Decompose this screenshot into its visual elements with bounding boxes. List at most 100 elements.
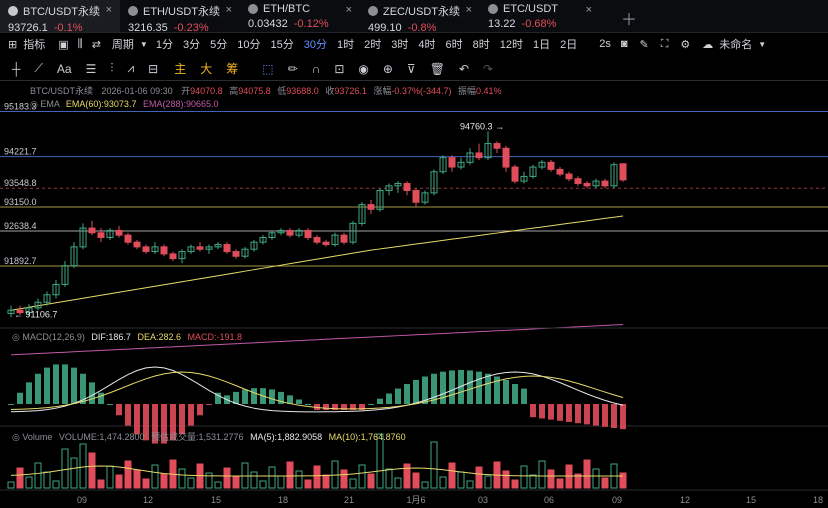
interval-button[interactable]: 1日 [532, 39, 551, 51]
macd-bar [368, 404, 374, 405]
x-tick-label: 09 [612, 495, 622, 505]
select-icon[interactable]: ⬚ [262, 61, 274, 76]
coin-icon [368, 6, 378, 16]
volume-ma-line [10, 465, 623, 477]
interval-button[interactable]: 5分 [210, 39, 228, 51]
layout-caret-icon[interactable]: ▼ [758, 39, 767, 49]
edit-icon[interactable]: ✎ [639, 38, 649, 51]
ema-legend: ◎ EMA EMA(60):93073.7 EMA(288):90665.0 [30, 99, 219, 110]
close-tab-icon[interactable]: × [225, 4, 232, 16]
filter-icon[interactable]: ⊽ [406, 61, 416, 76]
tab-price: 93726.1 [8, 22, 48, 34]
close-tab-icon[interactable]: × [345, 4, 352, 16]
interval-button[interactable]: 12时 [499, 39, 523, 51]
kline-chart[interactable]: 95183.3 94221.7 93548.8 93150.0 92638.4 91892… [0, 82, 828, 508]
volume-bar [457, 471, 465, 489]
interval-button[interactable]: 4时 [418, 39, 436, 51]
zoom-icon[interactable]: ⊕ [382, 61, 393, 76]
trendline-icon[interactable]: ⟋ [34, 61, 43, 75]
macd-bar [71, 367, 77, 404]
macd-bell-icon[interactable]: ◎ [12, 332, 20, 342]
candle-body [583, 182, 591, 187]
volume-bar [277, 475, 285, 489]
channel-icon[interactable]: ⫶ [110, 61, 114, 75]
add-tab-icon[interactable]: ＋ [621, 12, 638, 29]
interval-button[interactable]: 3分 [182, 39, 201, 51]
symbol-tab[interactable]: ETC/USDT 13.22 -0.68% × [480, 0, 600, 32]
interval-button[interactable]: 1分 [155, 39, 173, 51]
ema-eye-icon[interactable]: ◎ [30, 99, 38, 109]
calendar-icon[interactable]: ▣ [58, 38, 69, 51]
high-marker: 94760.3 → [460, 121, 504, 131]
macd-bar [305, 404, 311, 405]
volume-bar [430, 441, 438, 489]
period-button[interactable]: 周期 [111, 39, 134, 51]
ruler-icon[interactable]: ⊟ [148, 61, 159, 76]
macd-bar [503, 379, 509, 404]
candle-body [448, 157, 456, 168]
trash-icon[interactable]: 🗑 [429, 61, 445, 76]
redo-icon[interactable]: ↷ [483, 61, 494, 76]
chart-type-icon[interactable]: ⫼ [77, 37, 83, 50]
refresh-rate[interactable]: 2s [599, 38, 611, 50]
cloud-icon[interactable]: ☁ [702, 38, 714, 51]
x-tick-label: 1月6 [406, 495, 425, 505]
candle-body [502, 147, 510, 168]
pencil-icon[interactable]: ✏ [287, 61, 298, 76]
x-tick-label: 03 [478, 495, 488, 505]
interval-button[interactable]: 3时 [391, 39, 409, 51]
main-indicator-button[interactable]: 主 [174, 62, 187, 76]
macd-bar [44, 367, 50, 404]
layout-icon[interactable]: ⊞ [8, 38, 18, 51]
text-tool-icon[interactable]: Aa [56, 61, 72, 76]
ema60-value: EMA(60):93073.7 [65, 99, 137, 109]
interval-button[interactable]: 15分 [270, 39, 294, 51]
volume-bar [529, 474, 537, 489]
fib-icon[interactable]: ☰ [85, 61, 97, 76]
layout-name[interactable]: 未命名 [719, 39, 753, 51]
low-value: 93688.0 [286, 86, 319, 96]
macd-bar [53, 364, 59, 404]
fullscreen-icon[interactable]: ⛶ [660, 37, 669, 50]
interval-button[interactable]: 1时 [336, 39, 355, 51]
indicators-button[interactable]: 指标 [23, 39, 46, 51]
big-order-button[interactable]: 大 [200, 62, 213, 76]
symbol-tab[interactable]: BTC/USDT永续 93726.1 -0.1% × [0, 0, 120, 34]
pattern-icon[interactable]: ⩘ [127, 61, 135, 75]
symbol-tab[interactable]: ETH/USDT永续 3216.35 -0.23% × [120, 0, 240, 34]
macd-bar [611, 404, 617, 428]
volume-bar [178, 468, 186, 489]
change-value: -0.37%(-344.7) [391, 86, 452, 96]
candle-body [25, 307, 33, 314]
interval-button[interactable]: 2日 [560, 39, 578, 51]
volume-bell-icon[interactable]: ◎ [12, 432, 20, 442]
magnet-icon[interactable]: ∩ [311, 61, 321, 76]
close-tab-icon[interactable]: × [105, 4, 112, 16]
candle-body [232, 251, 240, 257]
candle-body [565, 173, 573, 180]
symbol-tab[interactable]: ETH/BTC 0.03432 -0.12% × [240, 0, 360, 32]
interval-button[interactable]: 8时 [472, 39, 490, 51]
camera-icon[interactable]: ◙ [620, 38, 628, 50]
interval-button[interactable]: 10分 [237, 39, 261, 51]
volume-bar [286, 461, 294, 489]
interval-button[interactable]: 6时 [445, 39, 463, 51]
chip-button[interactable]: 筹 [226, 62, 239, 76]
macd-bar [476, 371, 482, 404]
undo-icon[interactable]: ↶ [458, 61, 470, 76]
symbol-tab[interactable]: ZEC/USDT永续 499.10 -0.8% × [360, 0, 480, 34]
interval-button[interactable]: 2时 [364, 39, 382, 51]
candle-body [106, 229, 114, 238]
macd-bar [116, 404, 122, 416]
period-caret-icon[interactable]: ▼ [139, 39, 148, 49]
eye-icon[interactable]: ◉ [358, 61, 369, 76]
close-tab-icon[interactable]: × [465, 4, 472, 16]
close-tab-icon[interactable]: × [585, 4, 592, 16]
x-tick-label: 18 [813, 495, 823, 505]
tab-symbol: ETH/BTC [263, 3, 311, 15]
settings-icon[interactable]: ⚙ [680, 38, 691, 51]
lock-icon[interactable]: ⊡ [334, 61, 345, 76]
plus-cursor-icon[interactable]: ┼ [12, 61, 21, 76]
interval-button[interactable]: 30分 [303, 39, 327, 51]
sync-icon[interactable]: ⇄ [91, 38, 101, 51]
